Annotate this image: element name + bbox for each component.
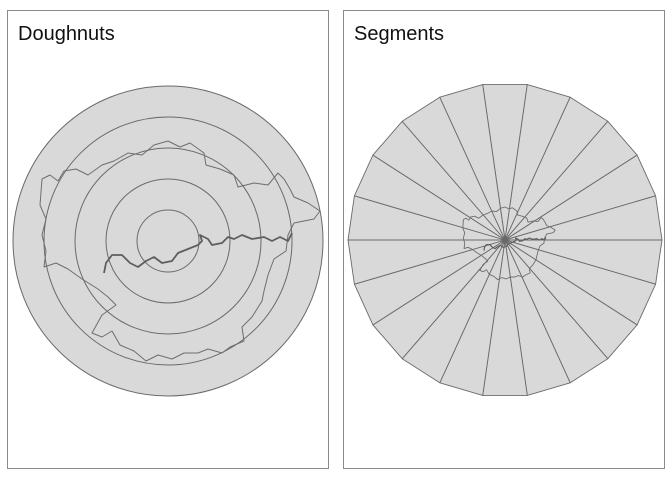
- river-line: [483, 237, 547, 251]
- boundary-outline: [39, 140, 321, 362]
- river-line: [103, 232, 293, 274]
- panel-title-segments: Segments: [354, 23, 445, 45]
- doughnuts-panel: Doughnuts: [7, 10, 329, 469]
- doughnuts-map: [12, 85, 324, 397]
- segments-map: [347, 84, 663, 396]
- panel-title-doughnuts: Doughnuts: [18, 23, 115, 45]
- boundary-outline: [462, 206, 556, 281]
- segments-panel: Segments: [343, 10, 665, 469]
- doughnut-ring: [136, 209, 200, 273]
- segment-wedge: [439, 84, 506, 241]
